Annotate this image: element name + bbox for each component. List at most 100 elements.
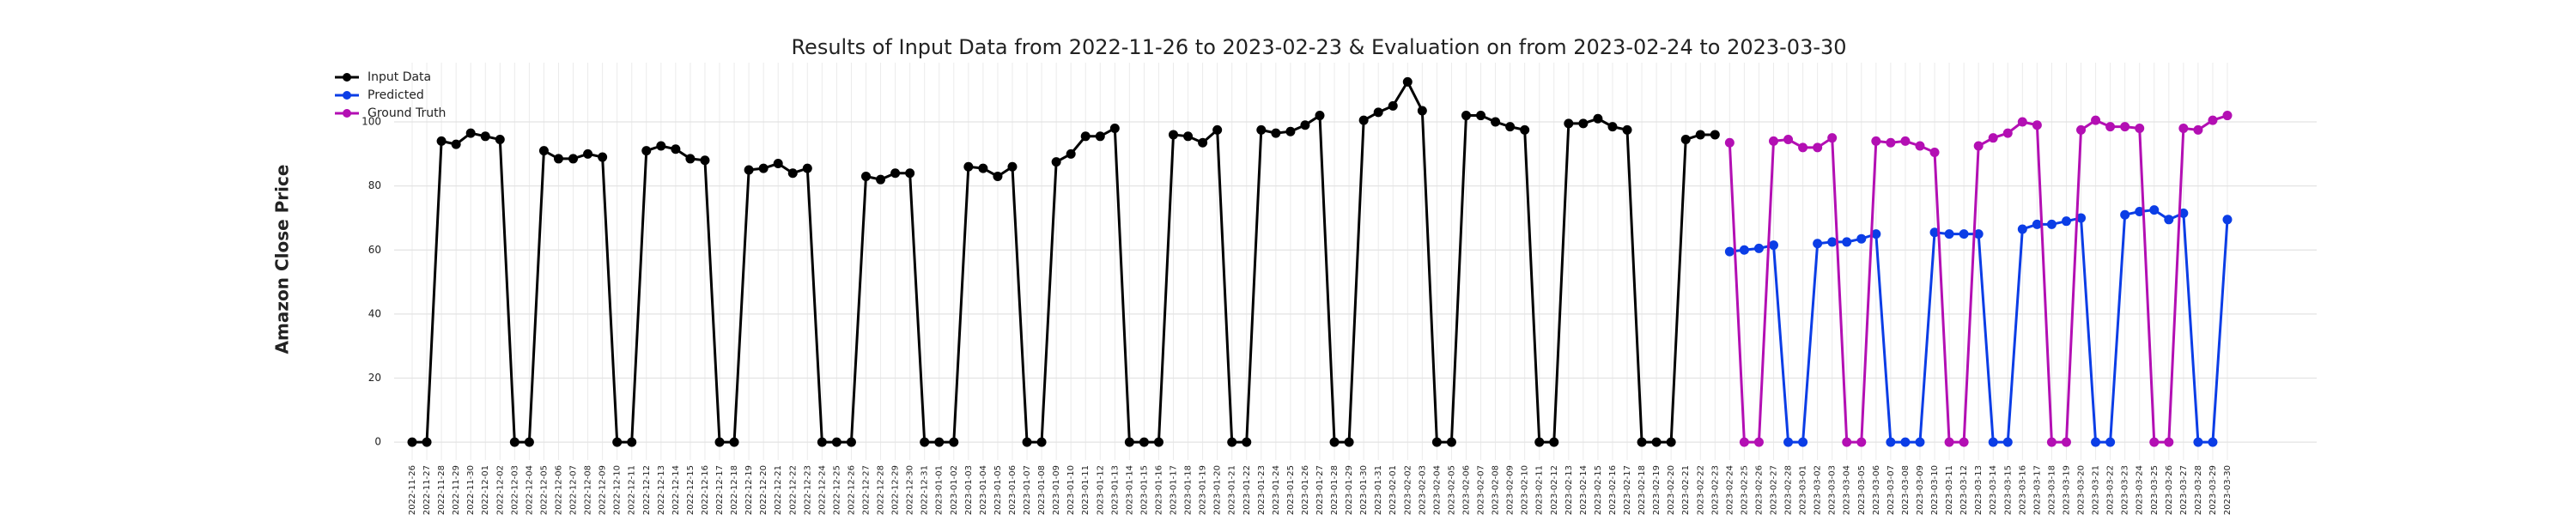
data-point	[1066, 148, 1076, 159]
data-point	[1813, 239, 1823, 249]
data-point	[1007, 161, 1018, 172]
x-tick-label: 2023-02-06	[1461, 465, 1471, 515]
data-point	[2208, 437, 2218, 447]
x-tick-label: 2023-01-13	[1110, 465, 1120, 515]
x-tick-label: 2022-12-04	[525, 465, 534, 515]
data-point	[1959, 229, 1969, 239]
x-tick-label: 2023-01-16	[1154, 465, 1163, 515]
x-tick-label: 2023-02-22	[1696, 465, 1705, 515]
x-tick-label: 2023-03-03	[1828, 465, 1838, 515]
data-point	[480, 131, 490, 142]
series-line	[412, 79, 1716, 444]
data-point	[2046, 437, 2057, 447]
data-point	[700, 155, 710, 166]
x-tick-label: 2023-03-28	[2194, 465, 2203, 515]
x-tick-label: 2023-03-27	[2179, 465, 2189, 515]
data-point	[1256, 124, 1267, 135]
data-point	[2105, 122, 2116, 132]
x-tick-label: 2023-02-17	[1623, 465, 1632, 515]
x-tick-label: 2023-01-29	[1345, 465, 1354, 515]
x-tick-label: 2023-01-23	[1257, 465, 1267, 515]
data-point	[1929, 227, 1940, 238]
x-tick-label: 2022-11-27	[422, 465, 432, 515]
data-point	[1944, 437, 1954, 447]
x-tick-label: 2023-02-19	[1652, 465, 1662, 515]
data-point	[787, 168, 798, 179]
data-point	[1827, 133, 1838, 143]
data-point	[2222, 111, 2233, 121]
data-point	[714, 437, 725, 447]
data-point	[1198, 137, 1208, 148]
x-tick-label: 2022-11-30	[466, 465, 476, 515]
data-point	[671, 144, 681, 154]
chart-title: Results of Input Data from 2022-11-26 to…	[791, 35, 1846, 59]
data-point	[773, 159, 783, 169]
data-point	[2178, 123, 2189, 133]
x-tick-label: 2023-03-13	[1974, 465, 1984, 515]
y-tick-label: 80	[368, 179, 381, 191]
x-tick-label: 2023-03-04	[1843, 465, 1852, 515]
data-point	[890, 168, 901, 179]
x-tick-label: 2023-01-15	[1139, 465, 1149, 515]
data-point	[1051, 157, 1061, 167]
data-point	[949, 437, 959, 447]
x-tick-label: 2023-02-13	[1564, 465, 1574, 515]
data-point	[451, 139, 461, 149]
data-point	[1915, 141, 1925, 151]
data-point	[1491, 117, 1501, 127]
data-point	[1520, 124, 1530, 135]
data-point	[1871, 229, 1881, 239]
data-point	[1710, 130, 1720, 140]
x-tick-label: 2023-02-26	[1754, 465, 1764, 515]
data-point	[2193, 437, 2203, 447]
data-point	[1227, 437, 1237, 447]
x-tick-label: 2023-01-01	[935, 465, 945, 515]
legend-label: Input Data	[368, 70, 431, 84]
x-tick-label: 2023-02-20	[1667, 465, 1676, 515]
data-point	[1036, 437, 1047, 447]
x-tick-label: 2023-01-12	[1096, 465, 1105, 515]
x-tick-label: 2023-03-14	[1989, 465, 1998, 515]
data-point	[1798, 142, 1808, 153]
x-tick-label: 2022-12-17	[715, 465, 725, 515]
x-tick-label: 2022-12-01	[481, 465, 490, 515]
data-point	[2002, 437, 2013, 447]
x-tick-label: 2023-03-11	[1945, 465, 1954, 515]
data-point	[465, 128, 476, 138]
legend-marker	[343, 91, 351, 100]
x-tick-label: 2023-01-10	[1066, 465, 1076, 515]
x-tick-label: 2023-02-08	[1492, 465, 1501, 515]
data-point	[1505, 122, 1516, 132]
x-tick-label: 2023-01-31	[1374, 465, 1383, 515]
data-point	[1095, 131, 1105, 142]
data-point	[2061, 216, 2071, 227]
x-tick-label: 2022-12-27	[862, 465, 872, 515]
x-tick-label: 2022-12-03	[510, 465, 519, 515]
data-point	[1344, 437, 1354, 447]
data-point	[1124, 437, 1134, 447]
data-point	[1724, 246, 1735, 257]
data-point	[1695, 130, 1705, 140]
data-point	[1842, 237, 1852, 247]
data-point	[1183, 131, 1194, 142]
x-tick-label: 2023-01-17	[1170, 465, 1179, 515]
x-tick-label: 2023-01-04	[979, 465, 988, 515]
data-point	[1827, 237, 1838, 247]
x-tick-label: 2022-12-21	[774, 465, 783, 515]
x-tick-label: 2023-03-16	[2018, 465, 2027, 515]
data-point	[1242, 437, 1252, 447]
x-tick-label: 2023-03-12	[1959, 465, 1969, 515]
x-tick-label: 2022-12-10	[613, 465, 623, 515]
x-tick-label: 2023-02-18	[1637, 465, 1647, 515]
x-tick-label: 2023-02-28	[1784, 465, 1794, 515]
data-point	[1769, 136, 1778, 146]
data-point	[495, 135, 505, 145]
x-tick-label: 2023-03-30	[2223, 465, 2233, 515]
x-tick-label: 2023-02-15	[1594, 465, 1603, 515]
x-tick-label: 2023-01-09	[1052, 465, 1061, 515]
x-tick-label: 2022-12-18	[730, 465, 739, 515]
x-tick-label: 2023-02-03	[1418, 465, 1427, 515]
data-point	[1739, 245, 1749, 255]
data-point	[2076, 213, 2087, 223]
